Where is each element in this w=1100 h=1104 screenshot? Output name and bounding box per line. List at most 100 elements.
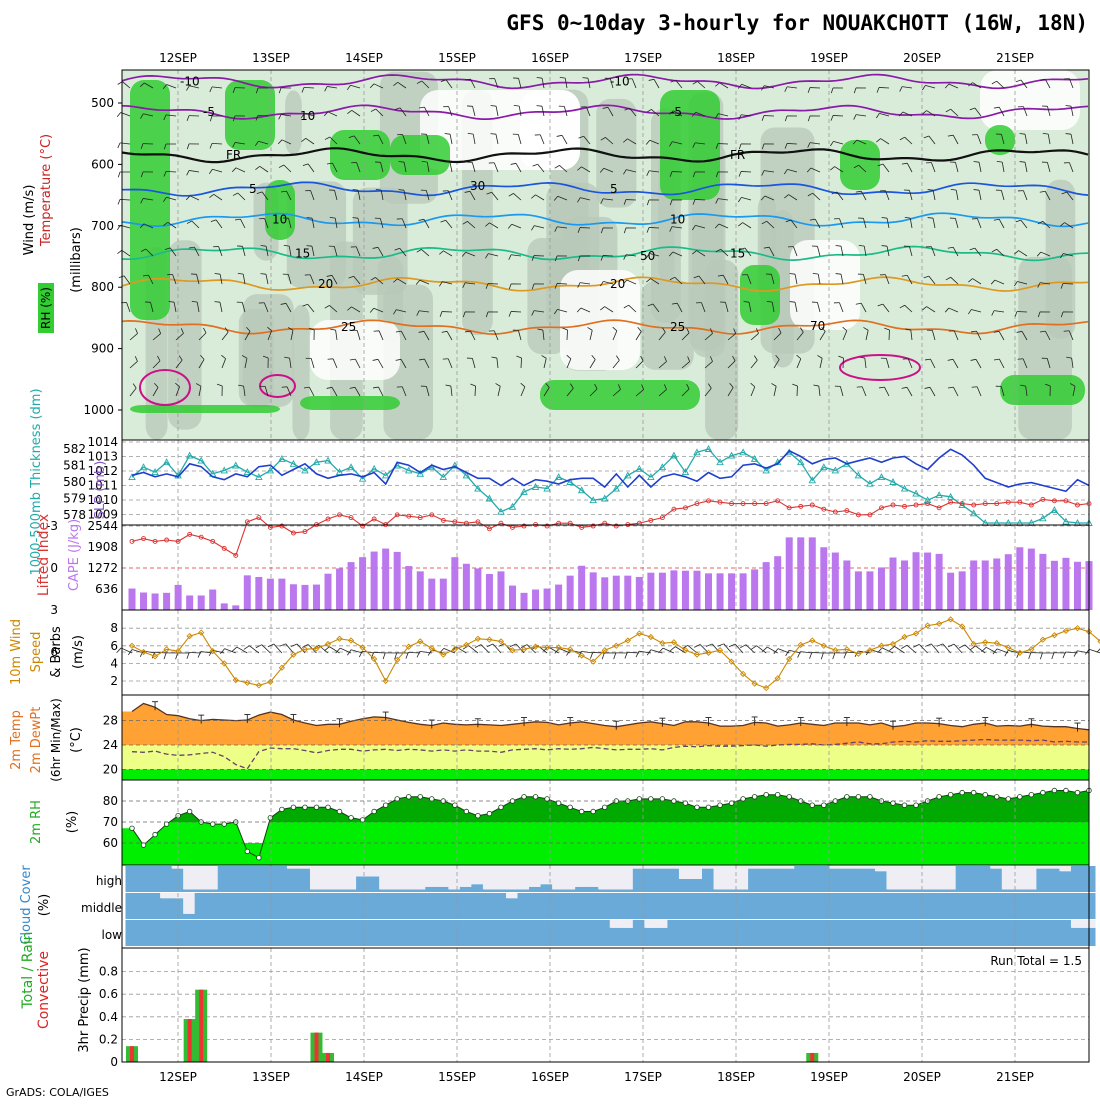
rh2-marker bbox=[971, 790, 976, 795]
wind10-tick-label: 4 bbox=[110, 656, 118, 670]
cloud-clear-cell bbox=[564, 866, 577, 889]
cloud-clear-cell bbox=[471, 866, 484, 884]
cloud-cell bbox=[829, 869, 842, 892]
cloud-cell bbox=[379, 893, 392, 919]
cloud-cell bbox=[218, 920, 231, 946]
cloud-cell bbox=[195, 893, 208, 919]
cloud-cell bbox=[137, 893, 150, 919]
li-tick-label: 3 bbox=[50, 603, 58, 617]
rh2-marker bbox=[487, 811, 492, 816]
cloud-cell bbox=[1059, 871, 1072, 892]
precip-convective-bar bbox=[810, 1053, 814, 1062]
wind-barb-flag bbox=[256, 645, 262, 648]
rh2-marker bbox=[983, 792, 988, 797]
cloud-cell bbox=[748, 920, 761, 946]
cloud-cell bbox=[748, 869, 761, 892]
cloud-cell bbox=[552, 920, 565, 946]
cloud-clear-cell bbox=[621, 866, 634, 889]
cape-bar bbox=[417, 571, 424, 610]
cloud-cell bbox=[368, 876, 381, 892]
rh2-marker bbox=[314, 805, 319, 810]
wind-barb bbox=[833, 115, 843, 116]
precip-tick-label: 0.8 bbox=[99, 965, 118, 979]
cloud-cell bbox=[956, 920, 969, 946]
cloud-cell bbox=[633, 869, 646, 892]
cloud-cell bbox=[1048, 869, 1061, 892]
cape-bar bbox=[1039, 554, 1046, 610]
cloud-cell bbox=[737, 893, 750, 919]
cloud-cell bbox=[368, 893, 381, 919]
cape-bar bbox=[878, 567, 885, 610]
temp-tick-label: 24 bbox=[103, 738, 118, 752]
cape-bar bbox=[889, 558, 896, 611]
wind-barb-flag bbox=[244, 646, 249, 650]
cloud-cell bbox=[598, 893, 611, 919]
cloud-cell bbox=[621, 928, 634, 946]
cloud-clear-cell bbox=[414, 866, 427, 889]
cloud-cell bbox=[748, 893, 761, 919]
cloud-cell bbox=[910, 889, 923, 892]
cloud-cell bbox=[391, 920, 404, 946]
axis-title-rh2-unit: (%) bbox=[65, 811, 80, 834]
x-tick-label-bottom: 15SEP bbox=[438, 1070, 476, 1084]
cloud-cell bbox=[160, 898, 173, 919]
rh-humid-region bbox=[840, 140, 880, 190]
cape-bar bbox=[601, 577, 608, 610]
legend-convective: Convective bbox=[36, 951, 52, 1029]
axis-title-2m-rh: 2m RH bbox=[29, 800, 44, 844]
lifted-index-line bbox=[132, 499, 1089, 555]
x-tick-label-top: 15SEP bbox=[438, 51, 476, 65]
cloud-cell bbox=[944, 920, 957, 946]
rh2-marker bbox=[729, 801, 734, 806]
rh2-marker bbox=[1075, 790, 1080, 795]
x-tick-label-top: 17SEP bbox=[624, 51, 662, 65]
cloud-cell bbox=[356, 893, 369, 919]
slp-tick-label: 1014 bbox=[87, 435, 118, 449]
cape-bar bbox=[348, 562, 355, 610]
cape-bar bbox=[763, 562, 770, 610]
cloud-clear-cell bbox=[322, 866, 335, 889]
cloud-cell bbox=[460, 887, 473, 892]
wind-barb-flag bbox=[959, 645, 965, 648]
rh2-marker bbox=[210, 822, 215, 827]
cloud-cell bbox=[679, 893, 692, 919]
cloud-cell bbox=[414, 893, 427, 919]
cape-bar bbox=[786, 537, 793, 610]
cape-bar bbox=[728, 573, 735, 610]
cloud-cell bbox=[471, 893, 484, 919]
precip-tick-label: 0.4 bbox=[99, 1010, 118, 1024]
cloud-cell bbox=[460, 920, 473, 946]
cloud-clear-cell bbox=[944, 866, 957, 889]
rh2-marker bbox=[533, 795, 538, 800]
cloud-clear-cell bbox=[183, 866, 196, 889]
cloud-cell bbox=[391, 889, 404, 892]
cloud-cell bbox=[633, 893, 646, 919]
cape-tick-label: 636 bbox=[95, 582, 118, 596]
rh2-marker bbox=[383, 803, 388, 808]
cloud-cell bbox=[356, 876, 369, 892]
wind-barb bbox=[511, 311, 521, 312]
cape-bar bbox=[717, 573, 724, 610]
wind-barb bbox=[521, 358, 522, 368]
cloud-cell bbox=[990, 920, 1003, 946]
cloud-cell bbox=[241, 866, 254, 892]
cloud-cell bbox=[760, 893, 773, 919]
rh2-marker bbox=[187, 809, 192, 814]
cloud-cell bbox=[990, 869, 1003, 892]
cloud-cell bbox=[783, 893, 796, 919]
cloud-cell bbox=[817, 893, 830, 919]
cloud-cell bbox=[979, 920, 992, 946]
rh-humid-region bbox=[265, 180, 295, 240]
isotherm-label: 5 bbox=[249, 182, 257, 196]
cloud-cell bbox=[402, 889, 415, 892]
cloud-clear-cell bbox=[206, 866, 219, 889]
cape-bar bbox=[1062, 558, 1069, 610]
rh-contour-label: 70 bbox=[810, 319, 825, 333]
cape-tick-label: 2544 bbox=[87, 519, 118, 533]
cloud-clear-cell bbox=[1048, 866, 1061, 869]
cape-bar bbox=[936, 554, 943, 610]
cloud-cell bbox=[610, 893, 623, 919]
x-tick-label-top: 16SEP bbox=[531, 51, 569, 65]
